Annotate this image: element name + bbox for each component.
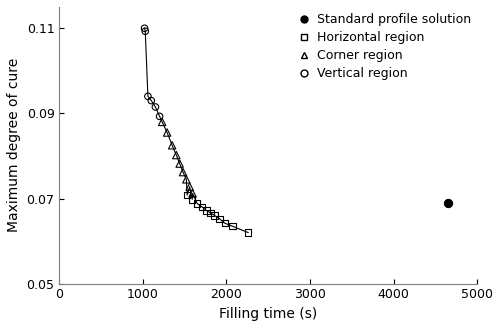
Point — [152, 104, 160, 110]
Point — [176, 161, 184, 166]
Point — [144, 94, 152, 99]
Point — [186, 184, 194, 189]
Point — [172, 153, 180, 158]
Point — [198, 204, 206, 210]
X-axis label: Filling time (s): Filling time (s) — [219, 307, 318, 321]
Point — [182, 177, 190, 182]
Point — [158, 119, 166, 125]
Point — [179, 170, 187, 175]
Point — [444, 200, 452, 205]
Point — [148, 98, 156, 103]
Point — [216, 216, 224, 221]
Y-axis label: Maximum degree of cure: Maximum degree of cure — [7, 58, 21, 233]
Point — [141, 29, 149, 34]
Point — [202, 208, 210, 213]
Legend: Standard profile solution, Horizontal region, Corner region, Vertical region: Standard profile solution, Horizontal re… — [296, 13, 471, 80]
Point — [140, 26, 148, 31]
Point — [188, 197, 196, 202]
Point — [188, 191, 196, 196]
Point — [183, 193, 191, 198]
Point — [193, 201, 201, 206]
Point — [228, 224, 236, 229]
Point — [163, 130, 171, 135]
Point — [210, 213, 218, 218]
Point — [244, 230, 252, 235]
Point — [221, 220, 229, 226]
Point — [156, 114, 164, 119]
Point — [168, 143, 176, 148]
Point — [206, 210, 214, 215]
